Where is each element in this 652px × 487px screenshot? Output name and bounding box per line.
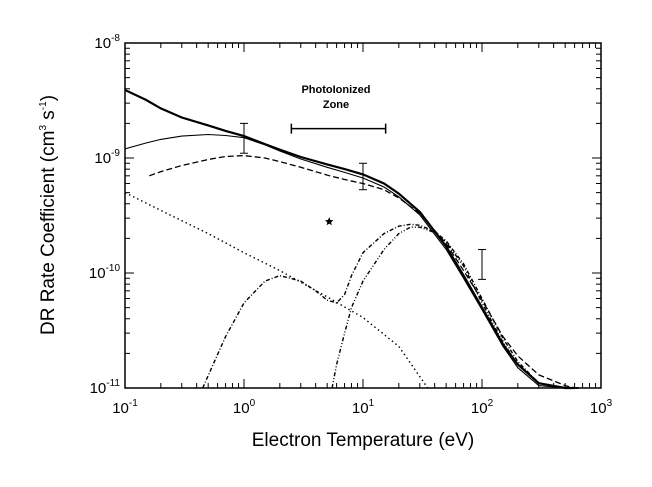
y-axis-title: DR Rate Coefficient (cm3 s-1) bbox=[38, 95, 59, 335]
series-line-dotted bbox=[124, 191, 429, 389]
y-tick-label: 10-11 bbox=[90, 378, 121, 397]
y-tick-label: 10-9 bbox=[94, 148, 120, 167]
series-line-dashed bbox=[149, 154, 579, 389]
x-tick-labels: 10-1 100 101 102 103 bbox=[112, 398, 612, 417]
series-line-dash-dot-dot bbox=[331, 226, 579, 389]
photoionized-zone-annotation: PhotoIonized Zone bbox=[290, 84, 387, 134]
y-tick-label: 10-8 bbox=[94, 33, 120, 52]
error-bars bbox=[240, 122, 486, 280]
y-tick-labels: 10-11 10-10 10-9 10-8 bbox=[89, 33, 121, 397]
star-marker bbox=[324, 217, 334, 226]
x-axis-title: Electron Temperature (eV) bbox=[252, 430, 474, 451]
x-tick-label: 101 bbox=[352, 398, 375, 417]
x-tick-label: 103 bbox=[590, 398, 613, 417]
x-tick-label: 100 bbox=[233, 398, 256, 417]
annotation-line2: Zone bbox=[323, 99, 349, 111]
annotation-line1: PhotoIonized bbox=[301, 84, 370, 96]
x-tick-label: 10-1 bbox=[112, 398, 138, 417]
photoionized-zone-bar bbox=[290, 123, 387, 134]
series-line-dash-dot bbox=[202, 223, 579, 389]
series-line-solid-thick bbox=[124, 89, 575, 390]
y-tick-label: 10-10 bbox=[89, 263, 121, 282]
data-markers bbox=[324, 217, 334, 226]
x-tick-label: 102 bbox=[471, 398, 494, 417]
data-curves bbox=[124, 89, 579, 390]
series-line-solid-thin bbox=[124, 133, 575, 389]
axis-ticks bbox=[124, 42, 602, 389]
